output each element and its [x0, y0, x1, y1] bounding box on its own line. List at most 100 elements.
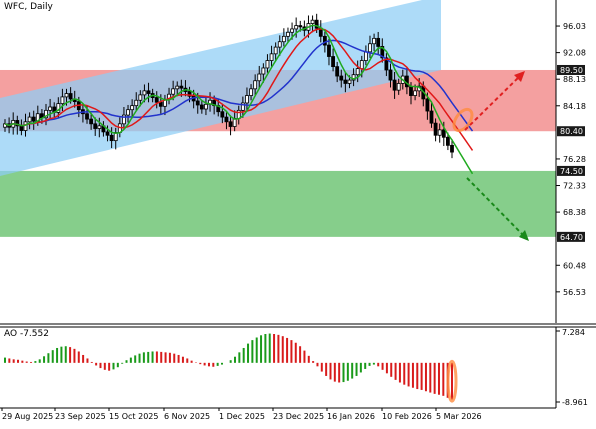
- price-tick-label: 60.48: [563, 261, 586, 270]
- bearish-arrow-head-icon: [519, 230, 529, 241]
- candle-body: [437, 129, 442, 136]
- candle-body: [261, 67, 266, 75]
- candle-body: [146, 90, 151, 94]
- candle-body: [351, 74, 356, 81]
- date-tick-label: 1 Dec 2025: [219, 412, 265, 421]
- candle-body: [15, 120, 20, 127]
- price-tick-label: 92.08: [563, 49, 586, 58]
- candle-body: [187, 91, 192, 97]
- ao-indicator-label: AO -7.552: [4, 329, 49, 339]
- moving-average-slow: [4, 39, 474, 132]
- candle-body: [195, 100, 200, 106]
- price-tick-label: 84.18: [563, 102, 586, 111]
- price-tick-label: 88.13: [563, 75, 586, 84]
- candle-body: [347, 79, 352, 84]
- candle-body: [331, 56, 335, 68]
- support-zone: [0, 170, 556, 237]
- candle-body: [175, 85, 180, 90]
- candle-body: [138, 94, 143, 101]
- candle-body: [384, 57, 389, 71]
- candle-body: [392, 79, 397, 91]
- candle-body: [368, 43, 372, 53]
- candle-body: [290, 28, 294, 33]
- candle-body: [68, 93, 73, 100]
- candle-body: [130, 105, 135, 111]
- level-label-box: [557, 231, 585, 242]
- candle-body: [134, 99, 139, 107]
- date-tick-label: 15 Oct 2025: [109, 412, 158, 421]
- candle-body: [204, 103, 208, 110]
- date-tick-label: 23 Dec 2025: [273, 412, 324, 421]
- candle-body: [355, 68, 360, 76]
- price-tick-label: 56.53: [563, 288, 586, 297]
- candle-body: [19, 125, 24, 131]
- candle-body: [212, 99, 217, 107]
- level-markers: 89.50 80.40 74.50 64.70: [557, 64, 585, 242]
- date-tick-label: 16 Jan 2026: [327, 412, 375, 421]
- candle-body: [64, 93, 69, 98]
- candle-body: [441, 129, 446, 138]
- candle-body: [253, 80, 258, 90]
- candle-body: [372, 37, 376, 45]
- candle-body: [425, 98, 430, 112]
- ao-scale-bottom: -8.961: [562, 398, 588, 407]
- candle-body: [97, 125, 102, 129]
- candle-body: [31, 116, 36, 122]
- symbol-timeframe-label: WFC, Daily: [4, 2, 53, 12]
- candle-body: [122, 114, 126, 125]
- bearish-target-arrow[interactable]: [466, 177, 527, 239]
- ao-highlight-marker: [446, 359, 458, 403]
- candle-body: [396, 83, 401, 91]
- level-label-box: [557, 64, 585, 75]
- candle-body: [380, 46, 385, 59]
- candle-body: [269, 53, 274, 61]
- candle-body: [339, 75, 344, 81]
- candle-body: [48, 106, 53, 111]
- candle-body: [27, 116, 32, 123]
- candle-body: [314, 19, 319, 29]
- moving-average-fast: [4, 24, 474, 175]
- candle-body: [224, 116, 229, 123]
- candle-body: [44, 109, 48, 119]
- candle-body: [327, 44, 331, 57]
- candle-body: [450, 144, 454, 153]
- candle-body: [105, 131, 110, 136]
- candle-body: [199, 104, 204, 110]
- candle-body: [126, 109, 130, 116]
- price-tick-label: 76.28: [563, 155, 586, 164]
- level-label-box: [557, 126, 585, 137]
- candle-body: [245, 95, 249, 104]
- candle-body: [335, 66, 340, 77]
- price-tick-label: 68.38: [563, 208, 586, 217]
- date-tick-label: 23 Sep 2025: [55, 412, 106, 421]
- candle-body: [265, 60, 270, 69]
- candle-body: [109, 134, 114, 142]
- candle-body: [60, 96, 65, 105]
- candle-body: [409, 86, 413, 96]
- candle-body: [376, 37, 381, 47]
- ao-scale-top: 7.284: [562, 328, 585, 337]
- candle-body: [433, 122, 438, 136]
- price-axis: 96.03 92.08 88.13 84.18 76.28 72.33 68.38 60.48…: [556, 22, 586, 297]
- candle-body: [445, 136, 450, 146]
- date-tick-label: 10 Feb 2026: [382, 412, 432, 421]
- level-label: 64.70: [560, 233, 583, 242]
- level-label: 74.50: [560, 167, 583, 176]
- candle-body: [277, 41, 282, 48]
- level-label: 89.50: [560, 66, 583, 75]
- candle-body: [179, 85, 184, 89]
- candle-body: [154, 97, 159, 103]
- candle-body: [142, 90, 147, 96]
- candle-body: [286, 31, 290, 37]
- candle-body: [23, 121, 28, 131]
- candle-body: [322, 35, 327, 46]
- candle-body: [359, 60, 364, 70]
- level-label: 80.40: [560, 127, 583, 136]
- candle-body: [240, 102, 245, 111]
- price-tick-label: 96.03: [563, 22, 586, 31]
- candle-body: [429, 110, 434, 124]
- bullish-target-arrow[interactable]: [464, 73, 523, 131]
- candle-body: [89, 118, 94, 125]
